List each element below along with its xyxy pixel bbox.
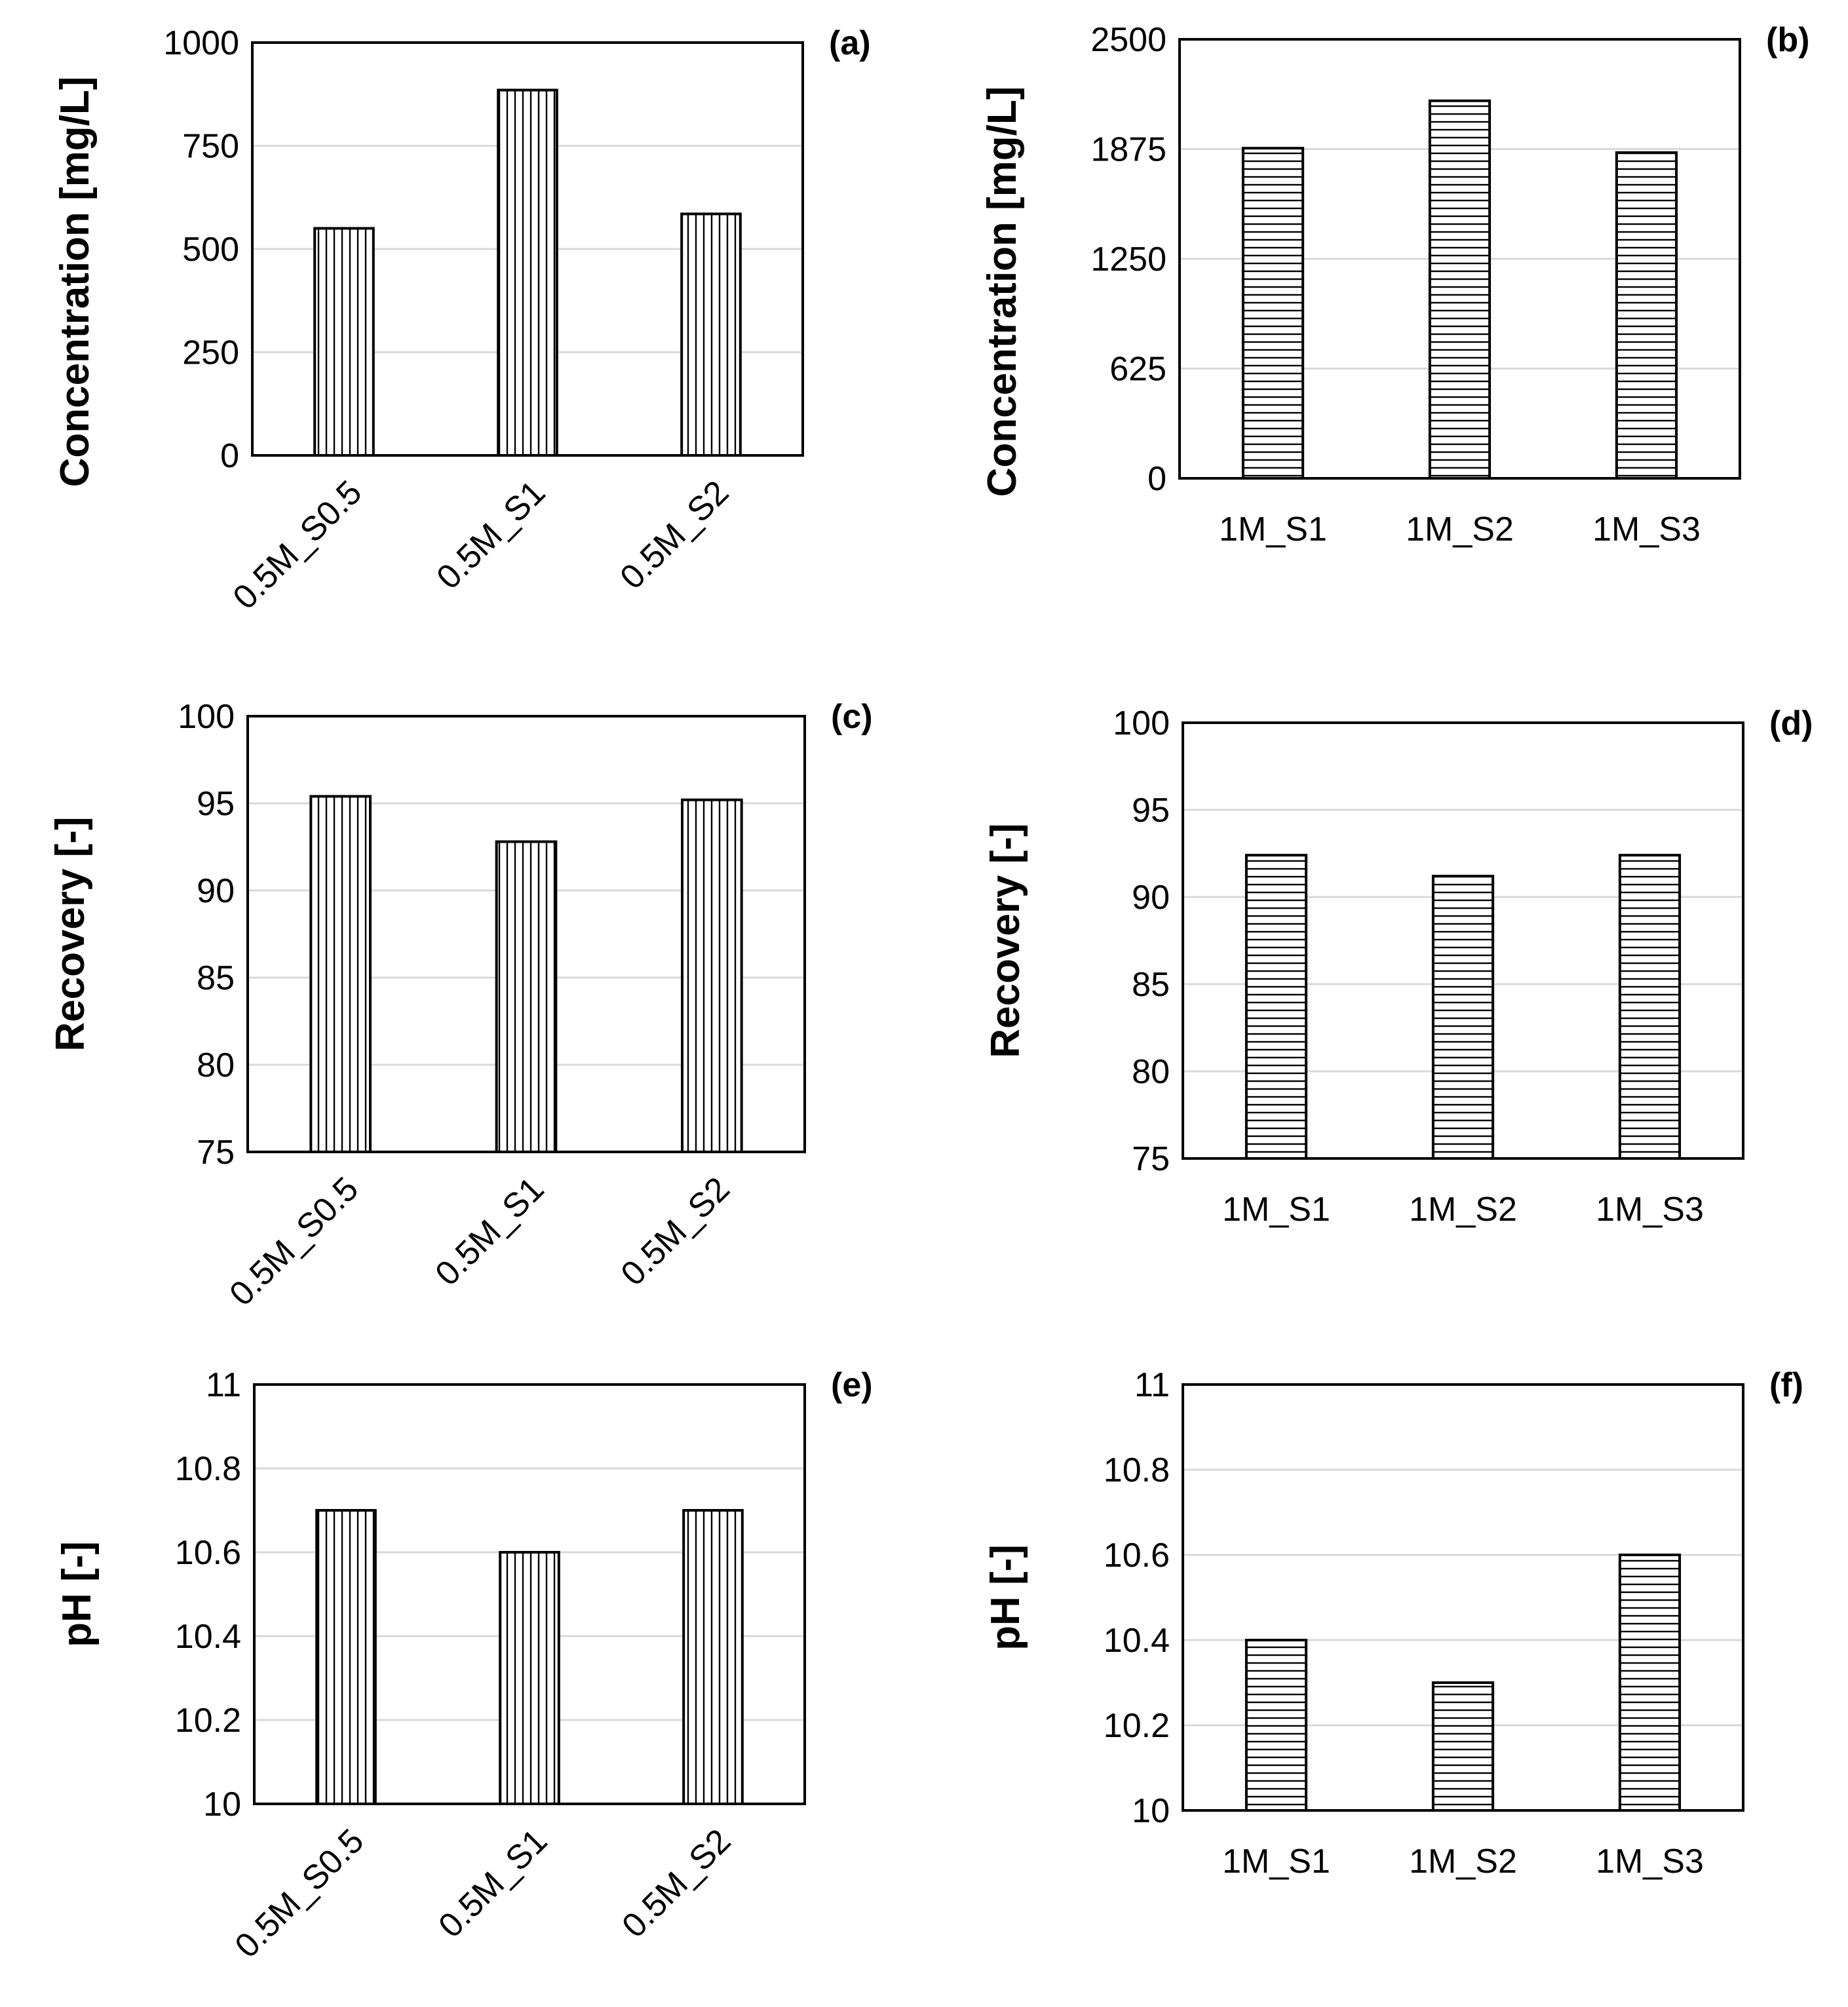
panel-label: (b) — [1766, 21, 1809, 59]
chart-panel-a: 0 250 500 750 1000 0.5M_S0.5 0.5M_S1 0.5M_S2 Con… — [52, 24, 871, 617]
y-tick-label: 2500 — [1090, 21, 1166, 59]
y-tick-label: 500 — [182, 231, 239, 269]
y-axis-title: pH [-] — [983, 1544, 1028, 1651]
y-tick-label: 75 — [1132, 1140, 1170, 1178]
y-tick-label: 11 — [1134, 1366, 1170, 1404]
y-tick-label: 1000 — [163, 24, 239, 62]
y-tick-label: 10.4 — [175, 1618, 241, 1656]
x-tick-label: 0.5M_S0.5 — [226, 473, 370, 617]
y-tick-label: 10.4 — [1104, 1622, 1170, 1660]
y-axis-title: pH [-] — [54, 1541, 100, 1647]
bar — [681, 798, 743, 1154]
plot-frame — [251, 41, 804, 457]
y-tick-label: 1875 — [1090, 131, 1166, 169]
bar — [1244, 854, 1308, 1160]
x-tick-label: 1M_S2 — [1406, 510, 1514, 548]
y-tick-label: 90 — [197, 872, 235, 910]
x-tick-label: 0.5M_S0.5 — [222, 1170, 366, 1313]
y-tick-label: 95 — [197, 785, 235, 823]
bar — [315, 1509, 377, 1805]
plot-frame — [1182, 721, 1744, 1160]
bar — [313, 227, 375, 457]
chart-panel-f: 10 10.2 10.4 10.6 10.8 11 1M_S1 1M_S2 1M_S3 pH [-… — [983, 1366, 1803, 1881]
y-tick-label: 90 — [1132, 879, 1170, 917]
chart-panel-e: 10 10.2 10.4 10.6 10.8 11 0.5M_S0.5 0.5M_S1 0.5M… — [54, 1366, 873, 1965]
bar — [1244, 1639, 1308, 1812]
y-tick-label: 0 — [220, 437, 239, 475]
x-tick-label: 1M_S1 — [1222, 1843, 1330, 1881]
bar — [1431, 1681, 1495, 1812]
bar — [1431, 875, 1495, 1160]
y-tick-label: 85 — [1132, 966, 1170, 1004]
x-tick-label: 0.5M_S1 — [429, 473, 552, 596]
plot-frame — [1182, 1383, 1744, 1812]
y-tick-label: 80 — [1132, 1053, 1170, 1091]
y-tick-label: 250 — [182, 334, 239, 372]
bar — [682, 1509, 744, 1805]
x-tick-label: 0.5M_S2 — [613, 473, 736, 596]
panel-label: (c) — [831, 698, 873, 736]
x-tick-label: 1M_S1 — [1219, 510, 1327, 548]
x-tick-label: 1M_S1 — [1222, 1191, 1330, 1229]
x-tick-label: 1M_S3 — [1596, 1843, 1704, 1881]
bar — [1618, 854, 1682, 1160]
x-tick-label: 1M_S2 — [1409, 1843, 1517, 1881]
y-tick-label: 10 — [1132, 1792, 1170, 1830]
plot-frame — [1178, 38, 1741, 480]
y-axis-title: Recovery [-] — [48, 816, 93, 1051]
x-tick-label: 1M_S2 — [1409, 1191, 1517, 1229]
panel-label: (e) — [831, 1366, 873, 1404]
y-tick-label: 10.2 — [175, 1702, 241, 1740]
y-tick-label: 1250 — [1090, 240, 1166, 278]
panel-label: (f) — [1769, 1366, 1803, 1404]
x-tick-label: 0.5M_S2 — [614, 1170, 737, 1293]
y-tick-label: 10.8 — [175, 1450, 241, 1488]
y-tick-label: 11 — [206, 1366, 241, 1404]
y-axis-title: Concentration [mg/L] — [52, 77, 98, 487]
panel-label: (a) — [829, 24, 871, 62]
plot-frame — [253, 1383, 806, 1805]
bar — [309, 795, 372, 1153]
x-tick-label: 1M_S3 — [1592, 510, 1701, 548]
chart-panel-d: 75 80 85 90 95 100 1M_S1 1M_S2 1M_S3 Recovery [-]… — [983, 704, 1813, 1229]
chart-panel-c: 75 80 85 90 95 100 0.5M_S0.5 0.5M_S1 0.5M_S2 Reco… — [48, 698, 873, 1313]
bar — [497, 88, 558, 457]
x-tick-label: 0.5M_S1 — [428, 1170, 551, 1293]
y-axis-title: Concentration [mg/L] — [980, 86, 1025, 497]
y-tick-label: 100 — [1113, 704, 1170, 742]
x-tick-label: 0.5M_S0.5 — [228, 1822, 372, 1965]
x-tick-label: 0.5M_S2 — [615, 1822, 738, 1945]
chart-panel-b: 0 625 1250 1875 2500 1M_S1 1M_S2 1M_S3 Concentra… — [980, 21, 1809, 548]
y-tick-label: 80 — [197, 1046, 235, 1084]
y-tick-label: 10.6 — [175, 1534, 241, 1572]
x-tick-label: 0.5M_S1 — [431, 1822, 554, 1945]
x-tick-label: 1M_S3 — [1596, 1191, 1704, 1229]
y-tick-label: 10 — [203, 1786, 241, 1824]
bar — [1618, 1554, 1682, 1812]
y-tick-label: 95 — [1132, 792, 1170, 830]
bar — [495, 840, 558, 1154]
y-tick-label: 10.2 — [1104, 1707, 1170, 1745]
y-tick-label: 0 — [1147, 460, 1166, 498]
y-tick-label: 100 — [178, 698, 235, 736]
plot-frame — [246, 715, 806, 1153]
bar — [680, 212, 742, 457]
y-tick-label: 75 — [197, 1134, 235, 1172]
bar — [1241, 147, 1305, 480]
bar — [1428, 99, 1492, 480]
panel-label: (d) — [1769, 704, 1813, 742]
y-tick-label: 625 — [1109, 351, 1166, 389]
bar — [1615, 151, 1678, 480]
y-tick-label: 10.6 — [1104, 1537, 1170, 1575]
y-tick-label: 10.8 — [1104, 1451, 1170, 1489]
y-tick-label: 750 — [182, 128, 239, 166]
bar — [499, 1551, 560, 1805]
y-axis-title: Recovery [-] — [983, 823, 1028, 1058]
y-tick-label: 85 — [197, 959, 235, 997]
